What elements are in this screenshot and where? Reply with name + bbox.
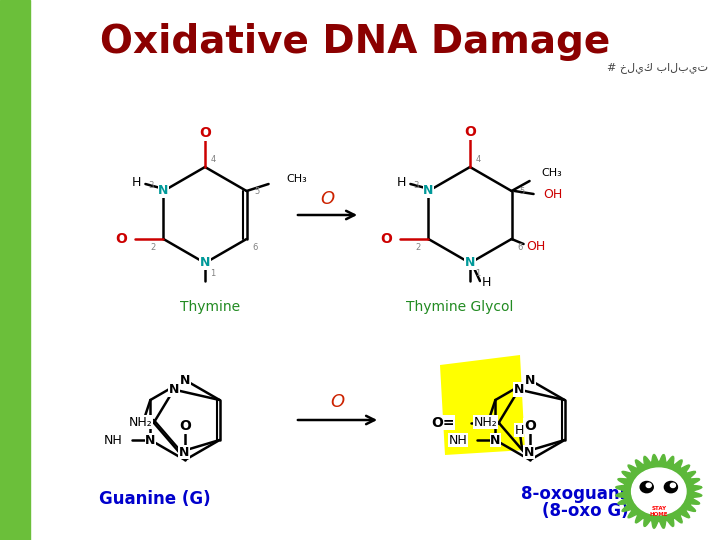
Text: Guanine (G): Guanine (G) [99,490,211,508]
Text: 8-oxoguanine: 8-oxoguanine [521,485,649,503]
Text: 1: 1 [210,268,215,278]
Text: STAY
HOME: STAY HOME [649,506,668,517]
Bar [0,0,30,540]
Polygon shape [440,355,525,455]
Circle shape [647,483,652,488]
Text: 4: 4 [475,154,481,164]
Text: N: N [168,383,179,396]
Text: O: O [179,419,191,433]
Text: Oxidative DNA Damage: Oxidative DNA Damage [100,23,610,61]
Text: 3: 3 [414,181,419,191]
Text: N: N [513,383,524,396]
Text: H: H [514,423,523,437]
Text: 5: 5 [254,186,259,195]
Text: O: O [320,190,334,208]
Text: Thymine Glycol: Thymine Glycol [406,300,513,314]
Text: O: O [524,419,536,433]
Text: N: N [179,446,189,458]
Text: O: O [115,232,127,246]
Text: H: H [482,276,491,289]
Text: O=: O= [431,416,455,430]
Text: CH₃: CH₃ [287,174,307,184]
Text: N: N [158,185,168,198]
Text: NH₂: NH₂ [128,415,152,429]
Text: N: N [145,434,156,447]
Circle shape [665,482,678,492]
Circle shape [631,468,686,515]
Polygon shape [616,455,702,528]
Text: N: N [180,374,190,387]
Text: OH: OH [526,240,546,253]
Text: O: O [199,126,211,140]
Text: 2: 2 [416,242,421,252]
Text: 4: 4 [210,154,215,164]
Text: 1: 1 [475,268,481,278]
Text: 6: 6 [252,242,257,252]
Text: 6: 6 [517,242,522,252]
Text: CH₃: CH₃ [541,168,562,178]
Text: O: O [464,125,476,139]
Text: H: H [132,177,141,190]
Text: O: O [381,232,392,246]
Text: N: N [465,256,475,269]
Circle shape [640,482,653,492]
Circle shape [670,483,675,488]
Text: NH: NH [449,434,467,447]
Text: N: N [525,374,535,387]
Text: 5: 5 [519,186,524,195]
Text: 3: 3 [149,181,154,191]
Text: NH₂: NH₂ [474,415,498,429]
Text: N: N [490,434,500,447]
Text: N: N [524,446,534,458]
Text: 2: 2 [150,242,156,252]
Text: N: N [423,185,433,198]
Text: Thymine: Thymine [180,300,240,314]
Text: H: H [397,177,406,190]
Text: O: O [330,393,344,411]
Text: # خليك بالبيت: # خليك بالبيت [607,63,708,73]
Text: NH: NH [104,434,122,447]
Text: (8-oxo G): (8-oxo G) [541,502,629,520]
Text: N: N [200,256,210,269]
Text: OH: OH [544,188,563,201]
